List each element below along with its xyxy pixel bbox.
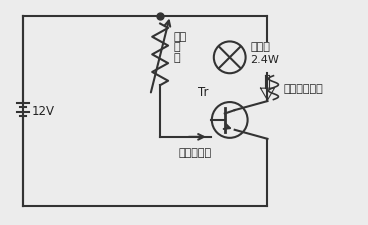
Text: ランプ
2.4W: ランプ 2.4W [251,42,279,64]
Text: 12V: 12V [32,104,55,117]
Text: コレクタ電流: コレクタ電流 [283,83,323,93]
Text: 可変
抵
抗: 可変 抵 抗 [173,32,186,63]
Text: ベース電流: ベース電流 [178,147,212,157]
Text: Tr: Tr [198,86,208,99]
